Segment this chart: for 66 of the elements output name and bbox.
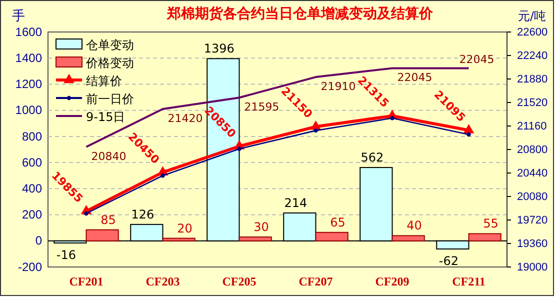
y2-tick-label: 20440 bbox=[517, 168, 548, 180]
y-tick-label: 600 bbox=[22, 155, 42, 170]
y-tick-label: 1200 bbox=[15, 77, 42, 92]
y-axis-title: 手 bbox=[12, 9, 25, 24]
y-tick-label: 0 bbox=[35, 234, 42, 248]
point bbox=[466, 132, 471, 137]
data-label: 22045 bbox=[397, 71, 432, 84]
legend-label: 9-15日 bbox=[86, 110, 126, 124]
y2-tick-label: 22240 bbox=[517, 50, 548, 62]
x-tick-label: CF209 bbox=[375, 274, 410, 289]
data-label: 21595 bbox=[244, 100, 280, 114]
bar bbox=[86, 229, 119, 242]
data-label: 1396 bbox=[204, 42, 234, 56]
data-label: 20 bbox=[177, 221, 192, 236]
y2-tick-label: 22600 bbox=[517, 26, 548, 39]
data-label: 126 bbox=[131, 207, 154, 222]
data-label: -16 bbox=[56, 248, 76, 262]
legend-label: 价格变动 bbox=[85, 56, 134, 70]
y-tick-label: 1000 bbox=[15, 103, 42, 118]
point bbox=[314, 128, 318, 133]
legend-label: 结算价 bbox=[86, 74, 122, 88]
y2-tick-label: 19360 bbox=[517, 238, 548, 250]
y2-axis-title: 元/吨 bbox=[518, 9, 546, 23]
data-label: 21910 bbox=[320, 80, 356, 94]
y2-tick-label: 21160 bbox=[517, 120, 547, 133]
data-label: 562 bbox=[360, 150, 384, 165]
bar bbox=[162, 238, 196, 242]
x-tick-label: CF211 bbox=[452, 274, 486, 289]
x-tick-label: CF207 bbox=[298, 274, 333, 289]
y2-tick-label: 19720 bbox=[517, 214, 548, 227]
point bbox=[84, 211, 88, 216]
y2-tick-label: 20800 bbox=[517, 144, 548, 156]
x-tick-label: CF203 bbox=[146, 274, 180, 289]
data-label: 22045 bbox=[459, 53, 494, 66]
bar bbox=[315, 232, 348, 242]
bar bbox=[238, 236, 272, 242]
point bbox=[237, 146, 242, 151]
point bbox=[160, 174, 165, 178]
data-label: 30 bbox=[254, 220, 269, 234]
data-label: 55 bbox=[483, 216, 498, 231]
point bbox=[463, 124, 474, 134]
data-label: 40 bbox=[406, 218, 422, 233]
data-label: 21420 bbox=[168, 112, 203, 126]
legend-label: 仓单变动 bbox=[86, 38, 134, 52]
data-label: 20840 bbox=[91, 150, 126, 163]
y2-tick-label: 20080 bbox=[517, 191, 548, 204]
y2-tick-label: 19000 bbox=[517, 262, 548, 274]
point bbox=[390, 116, 394, 120]
y-tick-label: 200 bbox=[22, 208, 42, 222]
x-tick-label: CF205 bbox=[222, 274, 256, 289]
y-tick-label: 1600 bbox=[15, 24, 42, 39]
y-tick-label: 400 bbox=[22, 182, 42, 196]
y2-tick-label: 21520 bbox=[517, 97, 548, 110]
y-tick-label: 800 bbox=[22, 129, 42, 144]
data-label: 85 bbox=[100, 212, 116, 227]
y-tick-label: 1400 bbox=[15, 50, 42, 65]
bar bbox=[392, 235, 425, 242]
data-label: 214 bbox=[284, 196, 308, 210]
x-tick-label: CF201 bbox=[69, 274, 104, 289]
legend-label: 前一日价 bbox=[86, 92, 134, 106]
y-tick-label: -200 bbox=[18, 260, 42, 274]
data-label: 65 bbox=[330, 215, 346, 230]
bar bbox=[468, 233, 502, 242]
data-label: -62 bbox=[438, 254, 458, 268]
y2-tick-label: 21880 bbox=[517, 74, 548, 86]
chart-title: 郑棉期货各合约当日仓单增减变动及结算价 bbox=[166, 5, 434, 22]
